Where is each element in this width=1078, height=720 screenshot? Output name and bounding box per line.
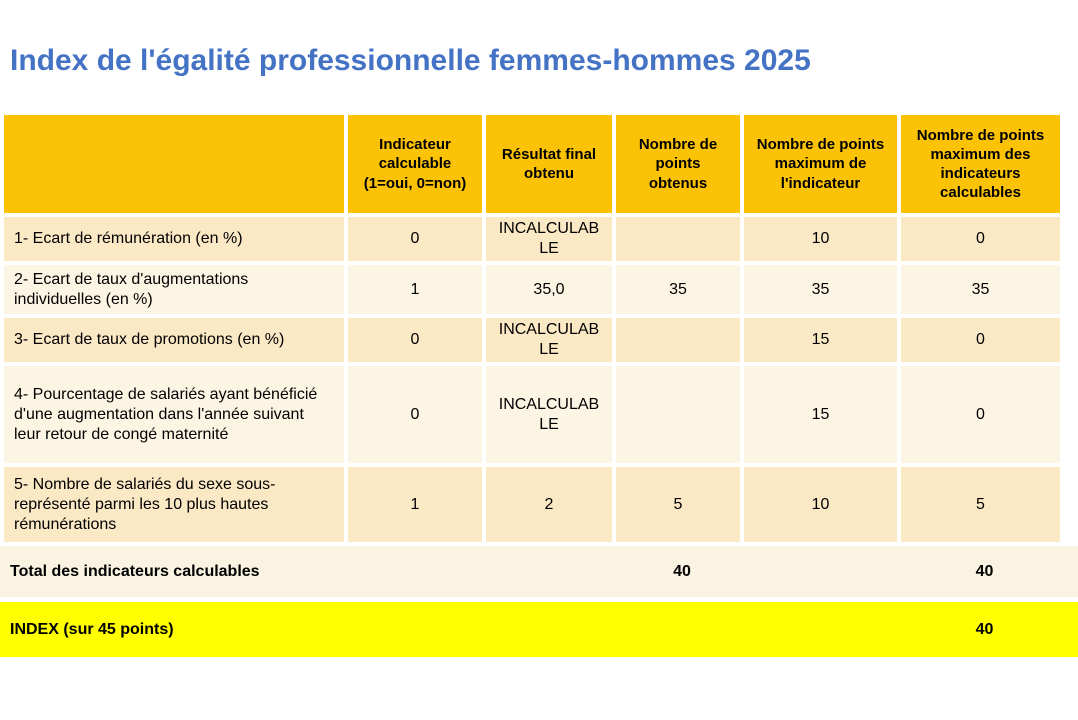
table-row-indicator-2: 2- Ecart de taux d'augmentations individ… — [4, 265, 1060, 314]
equality-index-table: Indicateur calculable (1=oui, 0=non) Rés… — [0, 111, 1064, 546]
column-header-indicateur-calculable: Indicateur calculable (1=oui, 0=non) — [348, 115, 482, 213]
points-obtenus-cell — [616, 217, 740, 261]
page-title: Index de l'égalité professionnelle femme… — [10, 44, 811, 77]
column-header-empty — [4, 115, 344, 213]
column-header-points-max-calculables: Nombre de points maximum des indicateurs… — [901, 115, 1060, 213]
resultat-cell: INCALCULABLE — [486, 318, 612, 362]
column-header-points-max-indicateur: Nombre de points maximum de l'indicateur — [744, 115, 897, 213]
resultat-cell: INCALCULABLE — [486, 366, 612, 463]
total-row-label: Total des indicateurs calculables — [10, 562, 260, 580]
total-row: Total des indicateurs calculables 40 40 — [0, 546, 1078, 597]
resultat-cell: 35,0 — [486, 265, 612, 314]
calculable-cell: 0 — [348, 217, 482, 261]
resultat-cell: 2 — [486, 467, 612, 542]
indicator-label: 3- Ecart de taux de promotions (en %) — [4, 318, 344, 362]
indicator-label: 1- Ecart de rémunération (en %) — [4, 217, 344, 261]
table-row-indicator-3: 3- Ecart de taux de promotions (en %) 0 … — [4, 318, 1060, 362]
points-max-indicateur-cell: 35 — [744, 265, 897, 314]
index-row-label: INDEX (sur 45 points) — [10, 620, 174, 638]
points-max-calculables-cell: 5 — [901, 467, 1060, 542]
table-row-indicator-1: 1- Ecart de rémunération (en %) 0 INCALC… — [4, 217, 1060, 261]
calculable-cell: 1 — [348, 467, 482, 542]
index-row: INDEX (sur 45 points) 40 — [0, 602, 1078, 657]
points-obtenus-cell — [616, 366, 740, 463]
total-points-max-calculables: 40 — [975, 562, 994, 580]
calculable-cell: 0 — [348, 366, 482, 463]
indicator-label: 5- Nombre de salariés du sexe sous-repré… — [4, 467, 344, 542]
resultat-cell: INCALCULABLE — [486, 217, 612, 261]
points-obtenus-cell — [616, 318, 740, 362]
points-max-calculables-cell: 0 — [901, 217, 1060, 261]
header-row: Indicateur calculable (1=oui, 0=non) Rés… — [4, 115, 1060, 213]
points-obtenus-cell: 35 — [616, 265, 740, 314]
points-max-indicateur-cell: 15 — [744, 366, 897, 463]
points-obtenus-cell: 5 — [616, 467, 740, 542]
points-max-indicateur-cell: 10 — [744, 217, 897, 261]
calculable-cell: 0 — [348, 318, 482, 362]
points-max-indicateur-cell: 10 — [744, 467, 897, 542]
table-row-indicator-5: 5- Nombre de salariés du sexe sous-repré… — [4, 467, 1060, 542]
total-points-obtenus: 40 — [673, 562, 691, 580]
indicator-label: 4- Pourcentage de salariés ayant bénéfic… — [4, 366, 344, 463]
indicator-label: 2- Ecart de taux d'augmentations individ… — [4, 265, 344, 314]
table-row-indicator-4: 4- Pourcentage de salariés ayant bénéfic… — [4, 366, 1060, 463]
points-max-calculables-cell: 0 — [901, 318, 1060, 362]
points-max-calculables-cell: 0 — [901, 366, 1060, 463]
calculable-cell: 1 — [348, 265, 482, 314]
index-value: 40 — [975, 620, 994, 638]
column-header-resultat-final: Résultat final obtenu — [486, 115, 612, 213]
points-max-indicateur-cell: 15 — [744, 318, 897, 362]
column-header-points-obtenus: Nombre de points obtenus — [616, 115, 740, 213]
points-max-calculables-cell: 35 — [901, 265, 1060, 314]
